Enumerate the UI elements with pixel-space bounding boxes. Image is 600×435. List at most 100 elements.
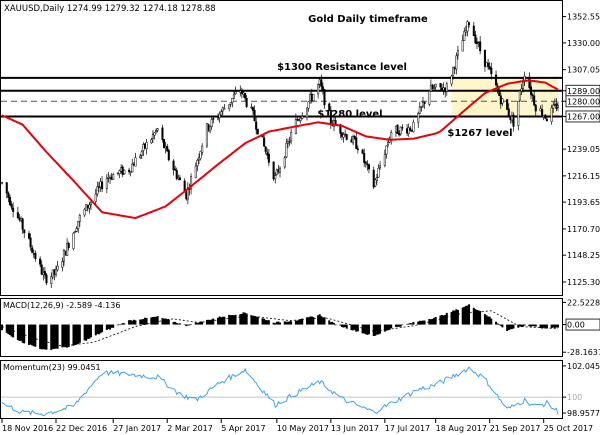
candle-body [74, 231, 77, 233]
macd-bar [167, 319, 170, 325]
macd-bar [301, 318, 304, 325]
candle-body [379, 165, 382, 168]
candle-body [161, 127, 164, 140]
price-tick-label: 1280.00 [567, 97, 600, 106]
macd-bar [132, 319, 135, 325]
macd-bar [283, 321, 286, 325]
macd-bar [372, 324, 375, 337]
candle-body [355, 137, 358, 149]
candle-body [194, 165, 197, 179]
candle-body [39, 258, 42, 265]
candle-body [309, 94, 312, 102]
macd-bar [428, 318, 431, 325]
candle-body [66, 242, 69, 256]
candle-body [228, 104, 231, 109]
macd-bar [31, 324, 34, 346]
candle-body [398, 132, 401, 136]
macd-bar [441, 315, 444, 325]
price-tick-label: 1289.00 [567, 87, 600, 96]
macd-bar [242, 312, 245, 325]
candle-body [40, 264, 43, 275]
candle-body [509, 116, 512, 120]
macd-bar [533, 324, 536, 327]
candle-body [285, 142, 288, 158]
momentum-panel: 102.0451 100 98.9577 Momentum(23) 99.0451 [0, 360, 600, 419]
macd-bar [143, 317, 146, 325]
candle-body [434, 83, 437, 88]
candle-body [385, 145, 388, 155]
macd-bar [396, 324, 399, 327]
macd-bar [421, 320, 424, 325]
macd-bar [483, 314, 486, 325]
candle-body [518, 90, 521, 101]
macd-bar [89, 324, 92, 338]
macd-bar [274, 323, 277, 325]
macd-bar [288, 321, 291, 325]
candle-body [353, 136, 356, 140]
macd-bar [239, 314, 242, 325]
macd-bar [517, 324, 520, 328]
macd-bar [172, 322, 175, 325]
macd-bar [333, 323, 336, 325]
candle-body [274, 175, 277, 180]
candle-body [185, 191, 188, 200]
candle-body [439, 83, 442, 88]
candle-body [134, 157, 137, 167]
date-tick-label: 13 Jun 2017 [331, 424, 379, 433]
candle-body [488, 66, 491, 69]
candle-body [477, 42, 480, 44]
macd-bar [118, 324, 121, 325]
macd-bar [250, 315, 253, 325]
candle-body [531, 94, 534, 97]
macd-bar [496, 323, 499, 325]
candle-body [512, 114, 515, 127]
macd-bar [544, 324, 547, 329]
candle-body [406, 128, 409, 134]
candle-body [64, 250, 67, 256]
macd-bar [183, 324, 186, 326]
macd-bar [495, 321, 498, 325]
candle-body [466, 21, 469, 32]
macd-bar [29, 324, 32, 345]
candle-body [242, 92, 245, 95]
candle-body [196, 159, 199, 166]
macd-bar [194, 322, 197, 325]
candle-body [431, 85, 434, 89]
macd-bar [312, 317, 315, 325]
macd-bar [453, 310, 456, 325]
candle-body [541, 109, 544, 117]
candle-body [78, 215, 81, 222]
candle-body [556, 105, 560, 108]
candle-body [363, 152, 366, 163]
candle-body [318, 79, 321, 85]
macd-bar [83, 324, 86, 341]
candle-body [461, 40, 464, 52]
momentum-tick-label: 102.0451 [567, 362, 600, 371]
macd-bar [72, 324, 75, 346]
macd-bar [367, 324, 370, 335]
candle-body [474, 34, 477, 44]
macd-bar [406, 323, 409, 325]
price-levels [1, 76, 562, 118]
macd-bar [255, 316, 258, 325]
candle-body [298, 119, 301, 121]
candle-body [412, 121, 415, 132]
macd-bar [450, 311, 453, 325]
date-tick-label: 25 Oct 2017 [544, 424, 593, 433]
date-tick-label: 10 May 2017 [277, 424, 329, 433]
candle-body [229, 102, 232, 105]
candle-body [143, 143, 146, 149]
macd-bar [234, 314, 237, 325]
macd-bar [528, 324, 531, 327]
macd-bar [210, 319, 213, 325]
date-tick-label: 22 Dec 2016 [56, 424, 107, 433]
price-tick-label: 1216.15 [567, 172, 600, 181]
macd-bar [178, 323, 181, 325]
candle-body [367, 164, 370, 170]
macd-bar [201, 321, 204, 325]
price-tick-box [565, 110, 600, 123]
candle-body [299, 117, 302, 121]
candle-body [529, 86, 533, 95]
date-tick-label: 17 Jul 2017 [385, 424, 430, 433]
date-axis: 18 Nov 2016 22 Dec 2016 27 Jan 2017 2 Mar 2… [1, 419, 593, 433]
